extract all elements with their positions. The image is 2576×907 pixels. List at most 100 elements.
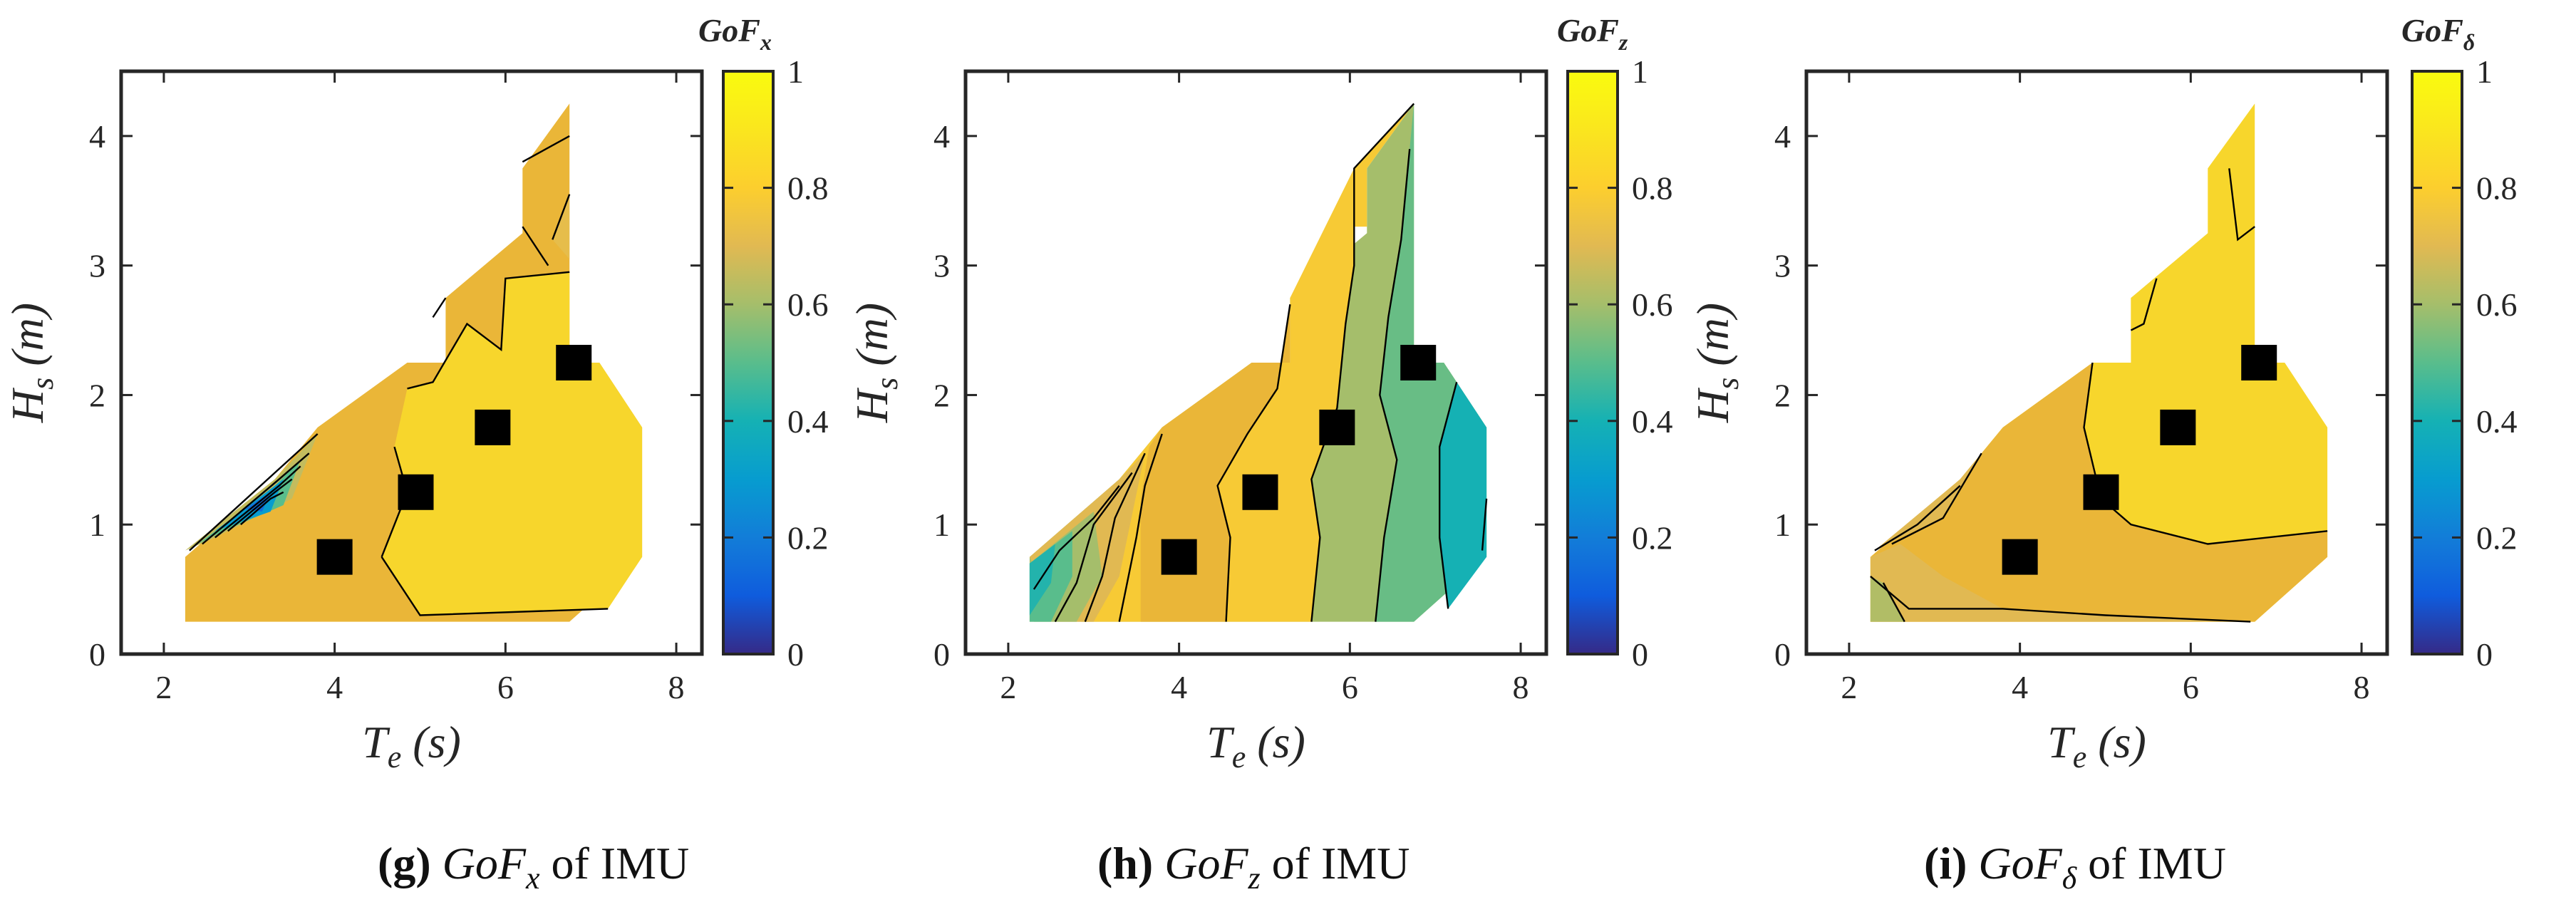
contour-line bbox=[1870, 575, 2251, 623]
x-tick-label: 8 bbox=[668, 669, 685, 705]
y-axis-label: Hs (m) bbox=[847, 303, 904, 423]
contour-line bbox=[1118, 433, 1163, 622]
colorbar-title: GoFz bbox=[1557, 12, 1628, 55]
contour-line bbox=[1375, 148, 1411, 622]
colorbar bbox=[1568, 71, 1618, 654]
contour-line bbox=[432, 297, 447, 318]
contour-fill-region bbox=[214, 479, 284, 532]
data-marker bbox=[2241, 345, 2277, 380]
caption-subscript: δ bbox=[2062, 860, 2077, 896]
contour-fill-region bbox=[2131, 278, 2157, 331]
contour-line bbox=[522, 226, 549, 266]
contour-fill-region bbox=[185, 434, 318, 551]
colorbar-tick-label: 0.6 bbox=[2476, 286, 2518, 323]
contour-line bbox=[240, 491, 284, 526]
caption-variable: GoF bbox=[430, 838, 526, 888]
contour-line bbox=[214, 465, 301, 539]
contour-line bbox=[1891, 452, 1982, 545]
contour-line bbox=[2130, 278, 2158, 331]
contour-line bbox=[552, 194, 571, 240]
colorbar-tick-label: 0.2 bbox=[1632, 519, 1673, 556]
colorbar-tick-label: 0.6 bbox=[1632, 286, 1673, 323]
colorbar bbox=[723, 71, 773, 654]
data-marker bbox=[1319, 409, 1355, 445]
colorbar-tick-label: 1 bbox=[1632, 53, 1648, 90]
axes-frame bbox=[1804, 69, 2389, 656]
panel-tag: (h) bbox=[1097, 838, 1154, 888]
contour-line bbox=[189, 433, 319, 551]
x-tick-label: 6 bbox=[497, 669, 514, 705]
data-marker bbox=[2160, 409, 2196, 445]
x-axis-label: Te (s) bbox=[2047, 717, 2146, 774]
y-tick-label: 3 bbox=[1774, 248, 1791, 284]
x-tick-label: 6 bbox=[1342, 669, 1358, 705]
y-tick-label: 3 bbox=[933, 248, 950, 284]
caption-subscript: x bbox=[525, 860, 540, 896]
y-tick-label: 4 bbox=[1774, 118, 1791, 155]
data-marker bbox=[316, 539, 353, 575]
contour-line bbox=[202, 452, 310, 545]
x-tick-label: 2 bbox=[155, 669, 172, 705]
data-marker bbox=[398, 474, 434, 510]
colorbar-title: GoFδ bbox=[2401, 12, 2475, 55]
colorbar-frame bbox=[2411, 70, 2463, 655]
colorbar-tick-label: 0.2 bbox=[787, 519, 829, 556]
data-marker bbox=[475, 409, 511, 445]
contour-line bbox=[1054, 472, 1133, 623]
colorbar-frame bbox=[722, 70, 775, 655]
axes-frame bbox=[119, 69, 704, 656]
colorbar-tick-label: 1 bbox=[2476, 53, 2493, 90]
axes-frame bbox=[963, 69, 1548, 656]
panel-caption: (g) GoFx of IMU bbox=[378, 837, 689, 896]
contour-line bbox=[1310, 103, 1415, 622]
x-axis-label: Te (s) bbox=[362, 717, 461, 774]
caption-variable: GoF bbox=[1967, 838, 2062, 888]
caption-text: of IMU bbox=[2076, 838, 2226, 888]
y-tick-label: 2 bbox=[933, 377, 950, 413]
contour-line bbox=[1033, 484, 1120, 590]
caption-text: of IMU bbox=[1260, 838, 1410, 888]
y-tick-label: 0 bbox=[89, 636, 105, 673]
y-tick-label: 1 bbox=[933, 507, 950, 543]
data-marker bbox=[1242, 474, 1278, 510]
data-marker bbox=[556, 345, 592, 380]
colorbar-tick-label: 0 bbox=[2476, 636, 2493, 673]
x-tick-label: 2 bbox=[1000, 669, 1016, 705]
y-tick-label: 4 bbox=[89, 118, 105, 155]
colorbar-tick-label: 0.8 bbox=[787, 170, 829, 207]
x-tick-label: 4 bbox=[1171, 669, 1187, 705]
contour-line bbox=[522, 135, 570, 163]
x-tick-label: 8 bbox=[1513, 669, 1529, 705]
contour-fill-region bbox=[1870, 576, 1905, 622]
colorbar-tick-label: 0.4 bbox=[787, 403, 829, 440]
caption-variable: GoF bbox=[1153, 838, 1248, 888]
colorbar-tick-label: 1 bbox=[787, 53, 804, 90]
colorbar-tick-label: 0.8 bbox=[1632, 170, 1673, 207]
y-tick-label: 0 bbox=[1774, 636, 1791, 673]
contour-line bbox=[1084, 452, 1146, 623]
colorbar-tick-label: 0 bbox=[1632, 636, 1648, 673]
x-tick-label: 6 bbox=[2183, 669, 2199, 705]
contour-line bbox=[1216, 304, 1291, 622]
contour-fill-region bbox=[1870, 544, 2251, 622]
panel-tag: (g) bbox=[378, 838, 431, 888]
colorbar bbox=[2412, 71, 2462, 654]
colorbar-tick-label: 0.8 bbox=[2476, 170, 2518, 207]
contour-line bbox=[1438, 381, 1458, 609]
chart-panel-1: 2 4 6 8 0 1 2 3 4 Te (s) Hs (m) 0 0.2 0.4 0.6 0.8 1 GoFx bbox=[2, 12, 829, 774]
y-tick-label: 2 bbox=[1774, 377, 1791, 413]
contour-fill-region bbox=[552, 194, 570, 259]
contour-fill-region bbox=[197, 460, 301, 544]
y-tick-label: 2 bbox=[89, 377, 105, 413]
x-tick-label: 8 bbox=[2354, 669, 2370, 705]
x-tick-label: 2 bbox=[1841, 669, 1857, 705]
data-marker bbox=[2083, 474, 2119, 510]
y-tick-label: 0 bbox=[933, 636, 950, 673]
panel-caption: (i) GoFδ of IMU bbox=[1924, 837, 2226, 896]
x-tick-label: 4 bbox=[2012, 669, 2028, 705]
data-marker bbox=[1400, 345, 1437, 380]
y-tick-label: 1 bbox=[89, 507, 105, 543]
